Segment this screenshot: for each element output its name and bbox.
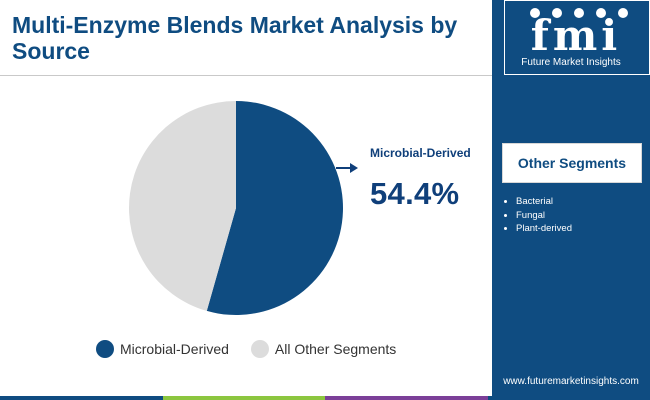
- logo-dot-icon: [574, 8, 584, 18]
- callout-label: Microbial-Derived: [370, 146, 471, 160]
- website-link[interactable]: www.futuremarketinsights.com: [503, 376, 639, 387]
- other-segments-card: Other Segments: [502, 143, 642, 183]
- pie-slice-all-other-segments: [128, 100, 236, 311]
- title-divider: [0, 75, 492, 76]
- pie-slice-microbial-derived: [206, 101, 343, 315]
- legend-label-other: All Other Segments: [274, 341, 397, 357]
- callout-value: 54.4%: [370, 176, 460, 211]
- bullet-icon: [504, 200, 507, 204]
- bottom-bar-segment: [487, 396, 650, 400]
- segment-item: Bacterial: [504, 195, 572, 209]
- legend-swatch-other: [250, 340, 269, 358]
- logo-dot-icon: [596, 8, 606, 18]
- sidebar-panel: [492, 0, 650, 400]
- bullet-icon: [504, 213, 507, 217]
- segment-label: Fungal: [516, 209, 546, 221]
- other-segments-list: Bacterial Fungal Plant-derived: [504, 195, 572, 236]
- legend-item-microbial: Microbial-Derived: [96, 340, 229, 358]
- logo-icons: [530, 8, 628, 18]
- chart-legend: Microbial-Derived All Other Segments: [96, 340, 418, 358]
- segment-item: Plant-derived: [504, 222, 572, 236]
- segment-label: Plant-derived: [516, 223, 572, 235]
- logo-tagline: Future Market Insights: [521, 57, 621, 68]
- bottom-color-bar: [0, 396, 650, 400]
- bottom-bar-segment: [0, 396, 163, 400]
- logo-dot-icon: [552, 8, 562, 18]
- logo-dot-icon: [618, 8, 628, 18]
- segment-item: Fungal: [504, 209, 572, 223]
- chart-title: Multi-Enzyme Blends Market Analysis by S…: [12, 12, 458, 64]
- legend-item-other: All Other Segments: [250, 340, 397, 358]
- bottom-bar-segment: [162, 396, 325, 400]
- bottom-bar-segment: [325, 396, 488, 400]
- legend-label-microbial: Microbial-Derived: [120, 341, 229, 357]
- pie-chart: [128, 100, 358, 315]
- pie-slices: [128, 100, 343, 315]
- logo-wordmark: fmi: [530, 11, 622, 60]
- legend-swatch-microbial: [96, 340, 114, 358]
- bullet-icon: [504, 227, 507, 231]
- callout-arrow: [336, 163, 358, 173]
- segment-label: Bacterial: [516, 196, 553, 208]
- logo-dot-icon: [530, 8, 540, 18]
- other-segments-title: Other Segments: [517, 155, 627, 171]
